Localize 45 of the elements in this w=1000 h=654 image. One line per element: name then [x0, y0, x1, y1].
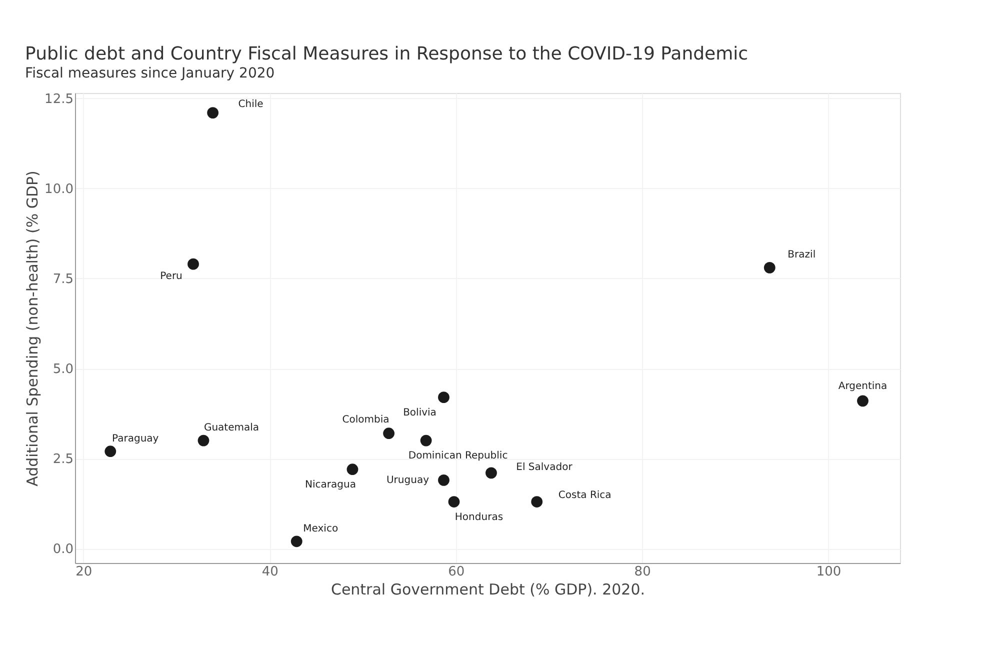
point	[531, 496, 543, 508]
point	[188, 258, 199, 270]
annotation: Paraguay	[112, 433, 159, 444]
annotation: Bolivia	[403, 407, 436, 418]
x-tick-label: 80	[634, 564, 651, 580]
point	[448, 496, 460, 508]
point	[438, 392, 450, 404]
y-tick-label: 2.5	[52, 452, 74, 468]
point	[420, 434, 432, 446]
annotation: Costa Rica	[558, 490, 612, 501]
point	[198, 434, 210, 446]
x-axis-title: Central Government Debt (% GDP). 2020.	[330, 580, 646, 598]
point	[486, 467, 497, 479]
x-tick-label: 100	[816, 564, 842, 580]
annotation: Dominican Republic	[408, 450, 508, 462]
annotation: Nicaragua	[305, 479, 356, 490]
point	[290, 536, 302, 548]
chart-title: Public debt and Country Fiscal Measures in Response to the COVID-19 Pandemic	[25, 43, 748, 64]
point	[857, 395, 868, 407]
annotation: Mexico	[303, 523, 338, 534]
annotation: Honduras	[454, 512, 504, 523]
chart-subtitle: Fiscal measures since January 2020	[25, 65, 275, 82]
annotation: Brazil	[788, 250, 816, 261]
point	[346, 464, 358, 476]
x-tick-label: 40	[262, 564, 278, 580]
annotation: Chile	[238, 98, 264, 110]
annotation: Uruguay	[386, 475, 430, 486]
y-tick-label: 5.0	[52, 362, 74, 378]
point	[438, 474, 450, 486]
annotation: Argentina	[838, 380, 888, 392]
x-tick-label: 60	[448, 564, 465, 580]
annotation: Peru	[160, 271, 182, 282]
annotation: Colombia	[342, 414, 390, 426]
point	[383, 428, 394, 440]
y-tick-label: 12.5	[44, 92, 74, 107]
point	[104, 446, 116, 458]
point	[764, 262, 776, 274]
annotation: Guatemala	[204, 422, 260, 434]
x-tick-label: 20	[76, 564, 92, 580]
y-tick-label: 10.0	[44, 182, 74, 197]
y-tick-label: 0.0	[52, 542, 74, 558]
annotation: El Salvador	[516, 462, 574, 473]
point	[207, 107, 219, 118]
y-tick-label: 7.5	[52, 272, 74, 287]
y-axis-title: Additional Spending (non-health) (% GDP)	[24, 170, 42, 486]
